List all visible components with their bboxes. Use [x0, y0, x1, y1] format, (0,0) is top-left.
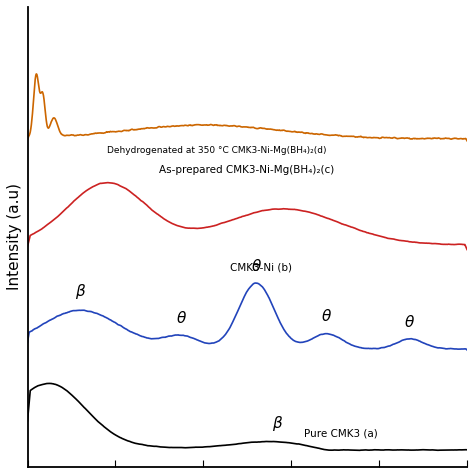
Text: As-prepared CMK3-Ni-Mg(BH₄)₂(c): As-prepared CMK3-Ni-Mg(BH₄)₂(c) — [159, 164, 335, 174]
Text: $\beta$: $\beta$ — [74, 282, 86, 301]
Y-axis label: Intensity (a.u): Intensity (a.u) — [7, 183, 22, 291]
Text: $\theta$: $\theta$ — [176, 310, 187, 326]
Text: $\theta$: $\theta$ — [321, 309, 332, 324]
Text: $\theta$: $\theta$ — [251, 258, 262, 274]
Text: $\beta$: $\beta$ — [273, 414, 283, 433]
Text: $\theta$: $\theta$ — [404, 314, 415, 329]
Text: Dehydrogenated at 350 °C CMK3-Ni-Mg(BH₄)₂(d): Dehydrogenated at 350 °C CMK3-Ni-Mg(BH₄)… — [107, 146, 326, 155]
Text: CMK3-Ni (b): CMK3-Ni (b) — [230, 263, 292, 273]
Text: Pure CMK3 (a): Pure CMK3 (a) — [304, 428, 378, 438]
